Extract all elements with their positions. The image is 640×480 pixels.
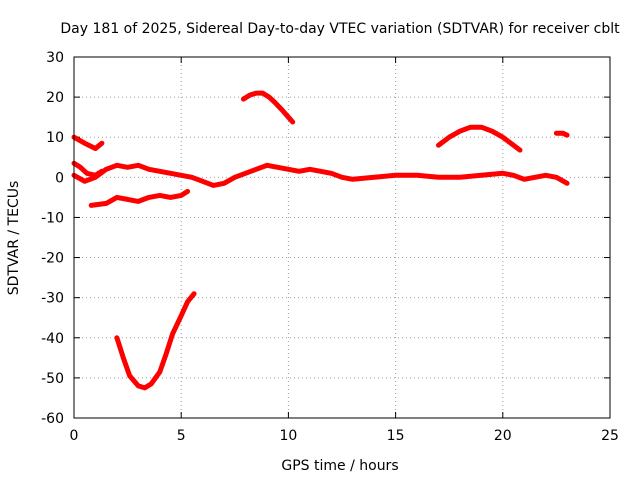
y-tick-label: -30 [41, 291, 64, 307]
x-axis-label: GPS time / hours [281, 458, 398, 474]
series-arc-4 [88, 188, 191, 208]
y-tick-label: 20 [46, 90, 64, 106]
y-tick-label: 10 [46, 130, 64, 146]
x-tick-label: 10 [279, 428, 297, 444]
y-tick-label: -10 [41, 210, 64, 226]
series-arc-7 [436, 124, 523, 153]
y-tick-label: -60 [41, 411, 64, 427]
data-series [71, 90, 570, 391]
y-axis-label: SDTVAR / TECUs [6, 181, 22, 296]
x-tick-label: 0 [70, 428, 79, 444]
chart-title: Day 181 of 2025, Sidereal Day-to-day VTE… [60, 21, 620, 37]
series-arc-6 [240, 90, 296, 125]
plot-frame [73, 56, 611, 419]
x-tick-label: 20 [494, 428, 512, 444]
y-tick-label: -50 [41, 371, 64, 387]
series-arc-1 [71, 134, 105, 151]
y-tick-label: 0 [55, 170, 64, 186]
series-arc-5 [114, 291, 197, 391]
series-arc-3 [71, 162, 570, 188]
x-tick-label: 15 [387, 428, 405, 444]
y-tick-label: -40 [41, 331, 64, 347]
axis-ticks: 0 5 10 15 20 25 -60 -50 -40 -30 -20 -10 0 10 20 30 [41, 50, 619, 444]
series-arc-8 [553, 130, 570, 138]
y-tick-label: -20 [41, 251, 64, 267]
x-tick-label: 5 [177, 428, 186, 444]
x-tick-label: 25 [601, 428, 619, 444]
y-tick-label: 30 [46, 50, 64, 66]
grid-lines [74, 57, 610, 418]
